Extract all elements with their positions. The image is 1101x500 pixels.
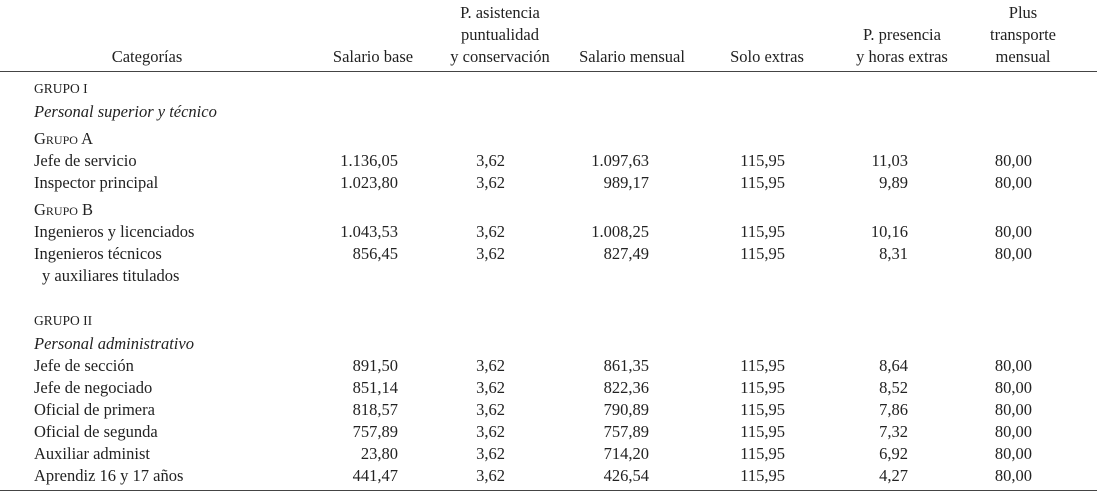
group-subtitle: Personal superior y técnico — [34, 102, 217, 121]
cell-value: 115,95 — [740, 173, 785, 192]
cell-value: 115,95 — [740, 151, 785, 170]
cell-value: 80,00 — [994, 356, 1032, 375]
cell-value: 851,14 — [352, 378, 398, 397]
cell-value: 7,32 — [879, 422, 908, 441]
row-label: Jefe de negociado — [34, 378, 153, 397]
cell-value: 757,89 — [603, 422, 649, 441]
cell-value: 1.097,63 — [591, 151, 649, 170]
cell-value: 822,36 — [603, 378, 649, 397]
row-label: Ingenieros y licenciados — [34, 222, 195, 241]
cell-value: 1.043,53 — [340, 222, 398, 241]
cell-value: 115,95 — [740, 400, 785, 419]
cell-value: 4,27 — [879, 466, 908, 485]
row-label: Auxiliar administ — [34, 444, 150, 463]
row-label: Inspector principal — [34, 173, 159, 192]
cell-value: 790,89 — [603, 400, 649, 419]
cell-value: 80,00 — [994, 444, 1032, 463]
subgroup-title: Grupo A — [34, 129, 94, 148]
cell-value: 1.136,05 — [340, 151, 398, 170]
cell-value: 441,47 — [352, 466, 398, 485]
cell-value: 115,95 — [740, 378, 785, 397]
cell-value: 115,95 — [740, 244, 785, 263]
cell-value: 23,80 — [360, 444, 398, 463]
cell-value: 7,86 — [879, 400, 908, 419]
column-header: Salario mensual — [579, 47, 685, 66]
cell-value: 827,49 — [603, 244, 649, 263]
cell-value: 80,00 — [994, 222, 1032, 241]
subgroup-title: Grupo B — [34, 200, 94, 219]
cell-value: 80,00 — [994, 378, 1032, 397]
column-header: Salario base — [332, 47, 414, 66]
cell-value: 3,62 — [476, 400, 505, 419]
column-header: mensual — [995, 47, 1051, 66]
row-label: Jefe de sección — [34, 356, 134, 375]
cell-value: 9,89 — [879, 173, 908, 192]
cell-value: 8,52 — [879, 378, 908, 397]
group-subtitle: Personal administrativo — [34, 334, 194, 353]
cell-value: 757,89 — [352, 422, 398, 441]
cell-value: 6,92 — [879, 444, 908, 463]
cell-value: 818,57 — [352, 400, 398, 419]
cell-value: 3,62 — [476, 244, 505, 263]
cell-value: 3,62 — [476, 444, 505, 463]
column-header: puntualidad — [461, 25, 539, 44]
cell-value: 3,62 — [476, 356, 505, 375]
column-header: y conservación — [450, 47, 550, 66]
row-label: Oficial de segunda — [34, 422, 158, 441]
column-header: transporte — [990, 25, 1056, 44]
cell-value: 426,54 — [603, 466, 649, 485]
group-title: GRUPO II — [34, 313, 93, 328]
row-label: Jefe de servicio — [34, 151, 137, 170]
cell-value: 1.023,80 — [340, 173, 398, 192]
row-label: Oficial de primera — [34, 400, 155, 419]
cell-value: 3,62 — [476, 466, 505, 485]
cell-value: 714,20 — [603, 444, 649, 463]
row-label: Aprendiz 16 y 17 años — [34, 466, 184, 485]
cell-value: 3,62 — [476, 422, 505, 441]
cell-value: 8,31 — [879, 244, 908, 263]
cell-value: 115,95 — [740, 356, 785, 375]
cell-value: 3,62 — [476, 173, 505, 192]
cell-value: 3,62 — [476, 222, 505, 241]
cell-value: 891,50 — [352, 356, 398, 375]
cell-value: 115,95 — [740, 466, 785, 485]
cell-value: 861,35 — [603, 356, 649, 375]
bottom-rule — [0, 490, 1097, 491]
row-label: y auxiliares titulados — [42, 266, 180, 285]
cell-value: 115,95 — [740, 422, 785, 441]
cell-value: 80,00 — [994, 173, 1032, 192]
cell-value: 80,00 — [994, 151, 1032, 170]
cell-value: 3,62 — [476, 378, 505, 397]
cell-value: 856,45 — [352, 244, 398, 263]
cell-value: 115,95 — [740, 222, 785, 241]
cell-value: 80,00 — [994, 422, 1032, 441]
cell-value: 115,95 — [740, 444, 785, 463]
cell-value: 1.008,25 — [591, 222, 649, 241]
column-header: Solo extras — [730, 47, 804, 66]
cell-value: 10,16 — [870, 222, 908, 241]
group-title: GRUPO I — [34, 81, 88, 96]
cell-value: 80,00 — [994, 244, 1032, 263]
cell-value: 989,17 — [603, 173, 649, 192]
column-header: Categorías — [111, 47, 183, 66]
cell-value: 8,64 — [879, 356, 908, 375]
column-header: P. presencia — [863, 25, 941, 44]
header-rule — [0, 71, 1097, 72]
cell-value: 80,00 — [994, 466, 1032, 485]
cell-value: 11,03 — [871, 151, 908, 170]
column-header: Plus — [1008, 3, 1038, 22]
row-label: Ingenieros técnicos — [34, 244, 162, 263]
cell-value: 3,62 — [476, 151, 505, 170]
column-header: P. asistencia — [460, 3, 540, 22]
column-header: y horas extras — [856, 47, 948, 66]
cell-value: 80,00 — [994, 400, 1032, 419]
